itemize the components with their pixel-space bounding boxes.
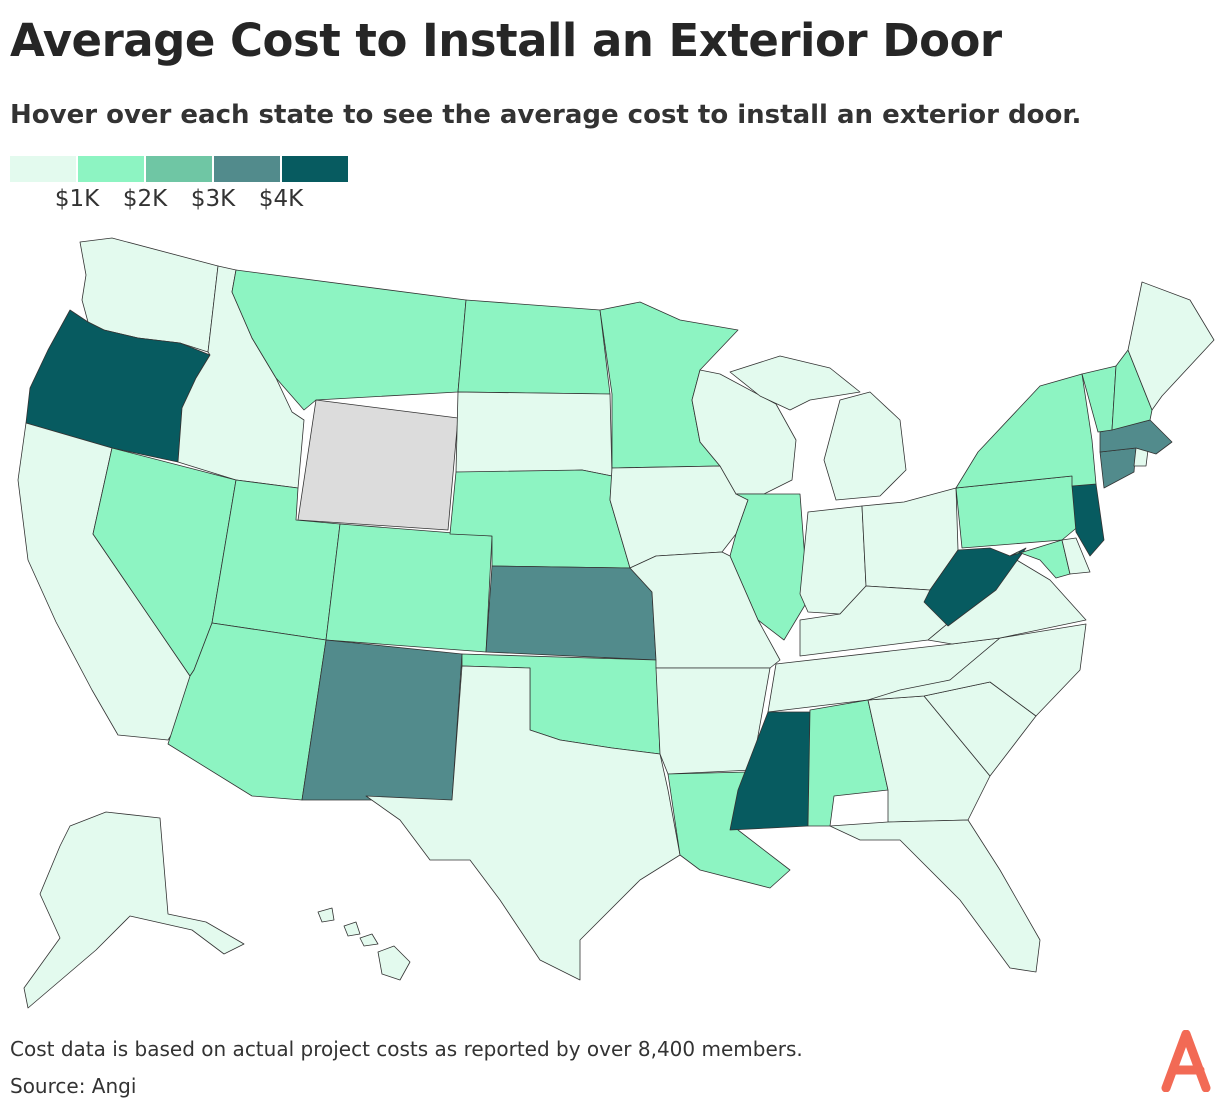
footnote: Cost data is based on actual project cos… [10, 1037, 803, 1061]
state-DE[interactable] [1061, 537, 1091, 575]
state-FL[interactable] [829, 819, 1041, 973]
state-NY[interactable] [955, 373, 1097, 489]
state-NC[interactable] [867, 623, 1087, 717]
legend-swatch [146, 156, 212, 182]
state-CO[interactable] [325, 523, 493, 653]
legend-swatch [78, 156, 144, 182]
page-title: Average Cost to Install an Exterior Door [10, 14, 1002, 67]
legend-swatch [214, 156, 280, 182]
state-ME[interactable] [1127, 281, 1215, 411]
state-WV[interactable] [923, 547, 1027, 627]
angi-logo-stroke [1161, 1030, 1211, 1092]
state-CT[interactable] [1099, 447, 1137, 489]
state-AK[interactable] [23, 811, 245, 1009]
state-NM[interactable] [301, 639, 463, 801]
legend: $1K $2K $3K $4K [10, 156, 350, 216]
state-TX[interactable] [365, 665, 681, 981]
legend-swatch [10, 156, 76, 182]
subtitle: Hover over each state to see the average… [10, 100, 1082, 130]
state-MI[interactable] [823, 391, 907, 501]
angi-logo-icon [1161, 1030, 1211, 1092]
state-NH[interactable] [1111, 349, 1153, 431]
state-PA[interactable] [955, 475, 1087, 549]
state-ND[interactable] [457, 299, 611, 395]
state-IA[interactable] [609, 465, 749, 569]
legend-label: $3K [190, 186, 236, 212]
state-WY[interactable] [297, 399, 459, 531]
state-KS[interactable] [485, 565, 657, 661]
state-AR[interactable] [655, 667, 771, 775]
state-MI-UP[interactable] [729, 355, 861, 411]
source-credit: Source: Angi [10, 1074, 137, 1098]
legend-label: $4K [258, 186, 304, 212]
legend-label: $1K [54, 186, 100, 212]
state-SD[interactable] [455, 391, 613, 477]
legend-swatch [282, 156, 348, 182]
legend-label: $2K [122, 186, 168, 212]
state-HI[interactable] [317, 907, 411, 981]
